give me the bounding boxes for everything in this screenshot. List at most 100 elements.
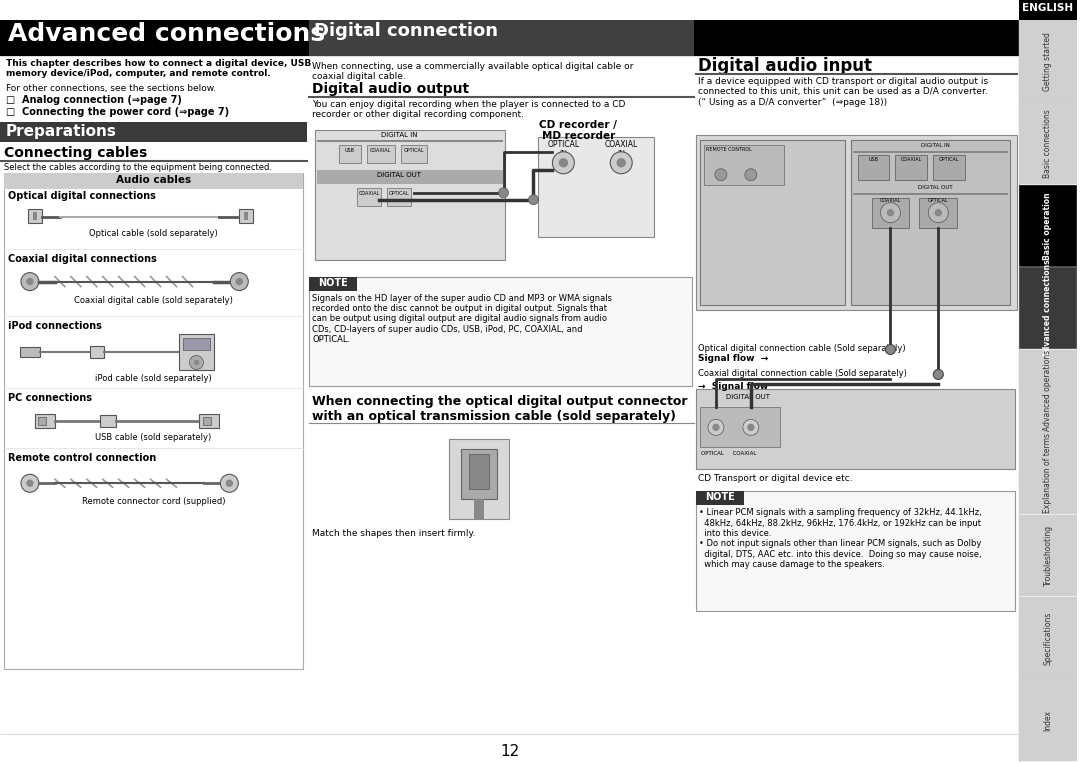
Text: ENGLISH: ENGLISH xyxy=(1023,3,1074,13)
Text: Index: Index xyxy=(1043,710,1053,731)
Text: Remote control connection: Remote control connection xyxy=(8,453,157,463)
Bar xyxy=(401,145,427,163)
Bar xyxy=(851,140,1010,304)
Text: NOTE: NOTE xyxy=(319,278,348,288)
Circle shape xyxy=(745,169,757,181)
Text: Advanced connections: Advanced connections xyxy=(8,22,325,46)
Text: Basic connections: Basic connections xyxy=(1043,109,1053,178)
Text: Advanced operations: Advanced operations xyxy=(1043,350,1053,432)
Text: Digital connection: Digital connection xyxy=(314,22,498,40)
Circle shape xyxy=(552,152,575,174)
Text: USB: USB xyxy=(868,156,878,162)
Bar xyxy=(32,211,37,220)
Text: NOTE: NOTE xyxy=(705,492,734,502)
Text: Advanced connections: Advanced connections xyxy=(1043,259,1053,357)
Text: Basic operation: Basic operation xyxy=(1043,192,1053,260)
Text: □  Analog connection (⇒page 7): □ Analog connection (⇒page 7) xyxy=(6,95,181,105)
Text: Explanation of terms: Explanation of terms xyxy=(1043,433,1053,513)
Text: You can enjoy digital recording when the player is connected to a CD
recorder or: You can enjoy digital recording when the… xyxy=(312,100,625,119)
Bar xyxy=(919,198,957,227)
Circle shape xyxy=(220,475,239,492)
Bar xyxy=(200,414,219,428)
Bar xyxy=(700,140,845,304)
Bar xyxy=(933,155,966,180)
Text: Audio cables: Audio cables xyxy=(116,175,191,185)
Text: Preparations: Preparations xyxy=(6,124,117,139)
Text: Troubleshooting: Troubleshooting xyxy=(1043,525,1053,586)
Text: Signals on the HD layer of the super audio CD and MP3 or WMA signals
recorded on: Signals on the HD layer of the super aud… xyxy=(312,294,612,344)
Circle shape xyxy=(237,278,242,285)
Bar xyxy=(179,334,215,371)
Text: OPTICAL: OPTICAL xyxy=(939,156,960,162)
Circle shape xyxy=(618,159,625,167)
Text: • Linear PCM signals with a sampling frequency of 32kHz, 44.1kHz,
  48kHz, 64kHz: • Linear PCM signals with a sampling fre… xyxy=(699,508,982,569)
Text: iPod cable (sold separately): iPod cable (sold separately) xyxy=(95,375,212,384)
Bar xyxy=(244,211,248,220)
Text: 12: 12 xyxy=(500,744,519,759)
Text: When connecting the optical digital output connector
with an optical transmissio: When connecting the optical digital outp… xyxy=(312,395,688,423)
Circle shape xyxy=(21,475,39,492)
Text: COAXIAL: COAXIAL xyxy=(370,148,392,153)
Circle shape xyxy=(528,195,539,204)
Circle shape xyxy=(559,159,567,167)
Text: For other connections, see the sections below.: For other connections, see the sections … xyxy=(6,84,216,93)
Bar xyxy=(4,172,303,669)
Text: PC connections: PC connections xyxy=(8,394,92,404)
Circle shape xyxy=(880,203,901,223)
Text: DIGITAL OUT: DIGITAL OUT xyxy=(726,394,770,401)
Circle shape xyxy=(715,169,727,181)
Bar xyxy=(318,169,502,184)
Bar xyxy=(19,347,40,357)
Bar xyxy=(1020,20,1077,102)
Text: CD recorder /
MD recorder: CD recorder / MD recorder xyxy=(539,120,618,141)
Text: DIGITAL IN: DIGITAL IN xyxy=(380,132,417,138)
Bar xyxy=(696,491,744,505)
Bar xyxy=(696,389,1015,469)
Text: OPTICAL     COAXIAL: OPTICAL COAXIAL xyxy=(701,452,756,456)
Bar xyxy=(852,151,1008,153)
Bar xyxy=(1020,597,1077,679)
Circle shape xyxy=(708,420,724,436)
Text: USB: USB xyxy=(345,148,355,153)
Bar xyxy=(469,454,488,489)
Bar xyxy=(461,449,497,499)
Bar xyxy=(309,276,357,291)
Text: Coaxial digital connection cable (Sold separately): Coaxial digital connection cable (Sold s… xyxy=(698,369,907,378)
Bar xyxy=(1020,0,1077,20)
Bar xyxy=(367,145,395,163)
Circle shape xyxy=(935,210,942,216)
Text: DIGITAL IN: DIGITAL IN xyxy=(921,143,949,148)
Bar xyxy=(700,407,780,447)
Bar xyxy=(35,414,55,428)
Bar xyxy=(872,198,909,227)
Bar xyxy=(339,145,361,163)
Circle shape xyxy=(743,420,759,436)
Text: Connecting cables: Connecting cables xyxy=(4,146,147,159)
Bar xyxy=(357,188,381,206)
Text: Optical digital connections: Optical digital connections xyxy=(8,191,156,201)
Circle shape xyxy=(21,272,39,291)
Bar xyxy=(99,415,116,427)
Text: If a device equipped with CD transport or digital audio output is
connected to t: If a device equipped with CD transport o… xyxy=(698,77,988,107)
Circle shape xyxy=(230,272,248,291)
Bar xyxy=(1020,514,1077,597)
Bar xyxy=(895,155,928,180)
Circle shape xyxy=(27,480,32,486)
Text: Signal flow  →: Signal flow → xyxy=(698,355,768,363)
Circle shape xyxy=(886,344,895,355)
Bar xyxy=(309,20,694,56)
Circle shape xyxy=(933,369,943,379)
Circle shape xyxy=(227,480,232,486)
Bar xyxy=(387,188,410,206)
Bar xyxy=(240,209,254,223)
Bar xyxy=(1020,432,1077,514)
Bar xyxy=(184,339,211,350)
Text: This chapter describes how to connect a digital device, USB
memory device/iPod, : This chapter describes how to connect a … xyxy=(6,59,311,79)
Text: OPTICAL: OPTICAL xyxy=(404,148,424,153)
Bar xyxy=(474,499,484,520)
Text: DIGITAL OUT: DIGITAL OUT xyxy=(918,185,953,190)
Bar xyxy=(858,155,890,180)
Bar xyxy=(203,417,212,425)
Text: COAXIAL: COAXIAL xyxy=(880,198,901,203)
Circle shape xyxy=(189,356,203,369)
